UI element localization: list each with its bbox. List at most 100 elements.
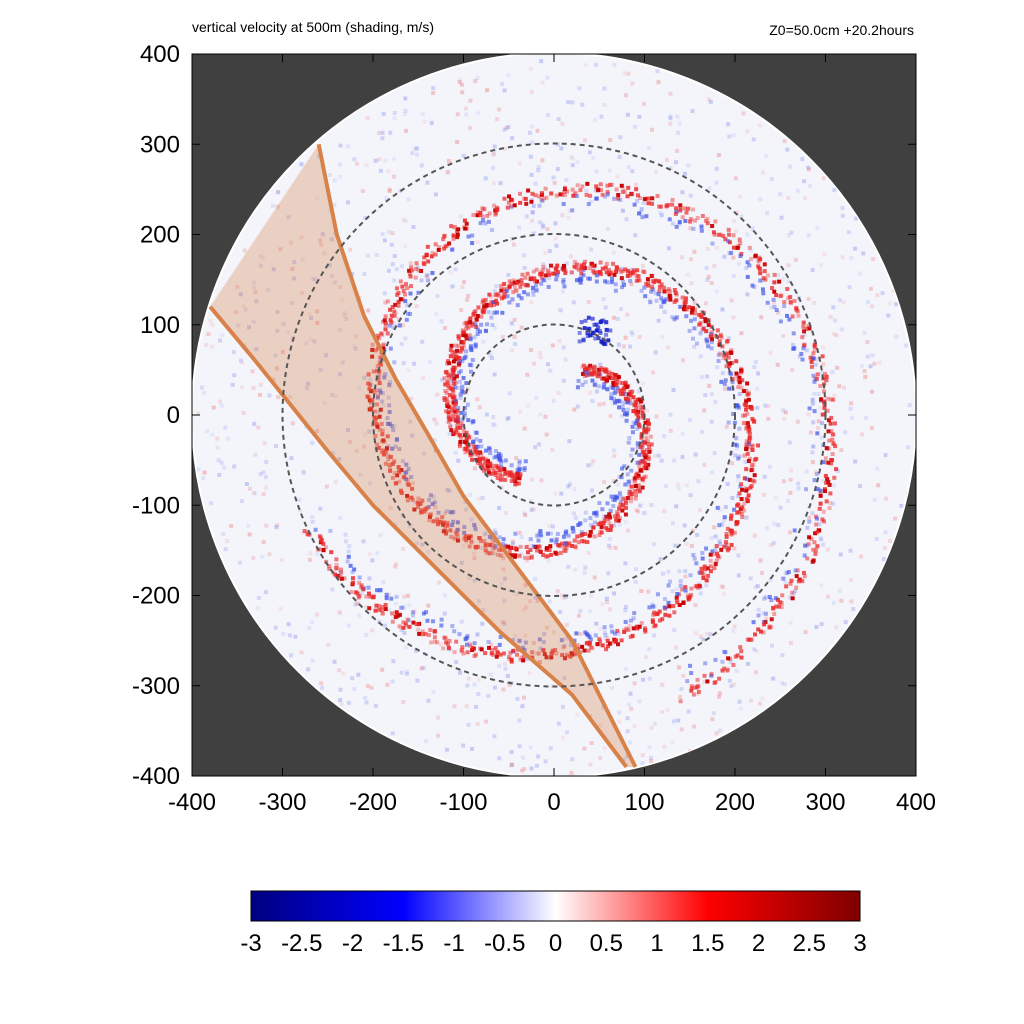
downdraft-cell xyxy=(541,640,546,645)
field-cell xyxy=(589,593,594,598)
downdraft-cell xyxy=(634,418,639,423)
updraft-cell xyxy=(374,388,379,393)
updraft-cell xyxy=(366,381,371,386)
downdraft-cell xyxy=(612,196,617,201)
field-cell xyxy=(747,469,752,474)
field-cell xyxy=(502,599,507,604)
field-cell xyxy=(623,604,628,609)
field-cell xyxy=(491,415,496,420)
field-cell xyxy=(851,607,856,612)
downdraft-cell xyxy=(450,624,455,629)
field-cell xyxy=(534,651,539,656)
updraft-cell xyxy=(636,274,641,279)
field-cell xyxy=(330,393,335,398)
downdraft-cell xyxy=(684,314,689,319)
downdraft-cell xyxy=(387,382,392,387)
updraft-cell xyxy=(614,265,619,270)
field-cell xyxy=(354,334,359,339)
field-cell xyxy=(566,100,571,105)
field-cell xyxy=(836,469,841,474)
updraft-cell xyxy=(729,531,734,536)
field-cell xyxy=(560,704,565,709)
field-cell xyxy=(440,377,445,382)
field-cell xyxy=(253,290,258,295)
updraft-cell xyxy=(606,517,611,522)
updraft-cell xyxy=(449,343,454,348)
updraft-cell xyxy=(812,344,817,349)
downdraft-cell xyxy=(697,570,702,575)
field-cell xyxy=(307,626,312,631)
updraft-cell xyxy=(631,626,636,631)
field-cell xyxy=(621,186,626,191)
updraft-cell xyxy=(594,371,599,376)
field-cell xyxy=(310,658,315,663)
updraft-cell xyxy=(604,526,609,531)
updraft-cell xyxy=(739,385,744,390)
downdraft-cell xyxy=(487,446,492,451)
updraft-cell xyxy=(487,645,492,650)
updraft-cell xyxy=(564,545,569,550)
field-cell xyxy=(311,277,316,282)
field-cell xyxy=(606,543,611,548)
field-cell xyxy=(384,196,389,201)
downdraft-cell xyxy=(786,570,791,575)
updraft-cell xyxy=(484,457,489,462)
downdraft-cell xyxy=(592,520,597,525)
field-cell xyxy=(560,121,565,126)
field-cell xyxy=(788,641,793,646)
updraft-cell xyxy=(457,444,462,449)
updraft-cell xyxy=(604,514,609,519)
downdraft-cell xyxy=(604,327,609,332)
downdraft-cell xyxy=(515,467,520,472)
updraft-cell xyxy=(537,549,542,554)
updraft-cell xyxy=(380,611,385,616)
field-cell xyxy=(659,458,664,463)
field-cell xyxy=(396,317,401,322)
field-cell xyxy=(485,88,490,93)
downdraft-cell xyxy=(666,583,671,588)
downdraft-cell xyxy=(617,405,622,410)
downdraft-cell xyxy=(479,322,484,327)
field-cell xyxy=(754,670,759,675)
field-cell xyxy=(273,353,278,358)
colorbar-tick-label: -1 xyxy=(443,930,464,957)
downdraft-cell xyxy=(469,348,474,353)
field-cell xyxy=(821,176,826,181)
downdraft-cell xyxy=(455,520,460,525)
updraft-cell xyxy=(417,502,422,507)
updraft-cell xyxy=(633,402,638,407)
updraft-cell xyxy=(699,314,704,319)
field-cell xyxy=(466,676,471,681)
field-cell xyxy=(819,263,824,268)
updraft-cell xyxy=(482,304,487,309)
field-cell xyxy=(467,125,472,130)
field-cell xyxy=(344,316,349,321)
field-cell xyxy=(468,492,473,497)
updraft-cell xyxy=(394,611,399,616)
downdraft-cell xyxy=(586,315,591,320)
downdraft-cell xyxy=(411,613,416,618)
field-cell xyxy=(500,81,505,86)
field-cell xyxy=(678,695,683,700)
updraft-cell xyxy=(388,318,393,323)
updraft-cell xyxy=(540,268,545,273)
updraft-cell xyxy=(491,539,496,544)
updraft-cell xyxy=(445,401,450,406)
updraft-cell xyxy=(518,544,523,549)
downdraft-cell xyxy=(563,531,568,536)
field-cell xyxy=(638,503,643,508)
updraft-cell xyxy=(595,642,600,647)
updraft-cell xyxy=(643,626,648,631)
updraft-cell xyxy=(627,398,632,403)
updraft-cell xyxy=(723,237,728,242)
updraft-cell xyxy=(587,640,592,645)
downdraft-cell xyxy=(455,527,460,532)
updraft-cell xyxy=(469,539,474,544)
updraft-cell xyxy=(812,540,817,545)
field-cell xyxy=(240,360,245,365)
updraft-cell xyxy=(573,545,578,550)
updraft-cell xyxy=(613,373,618,378)
updraft-cell xyxy=(744,388,749,393)
field-cell xyxy=(840,213,845,218)
downdraft-cell xyxy=(594,279,599,284)
